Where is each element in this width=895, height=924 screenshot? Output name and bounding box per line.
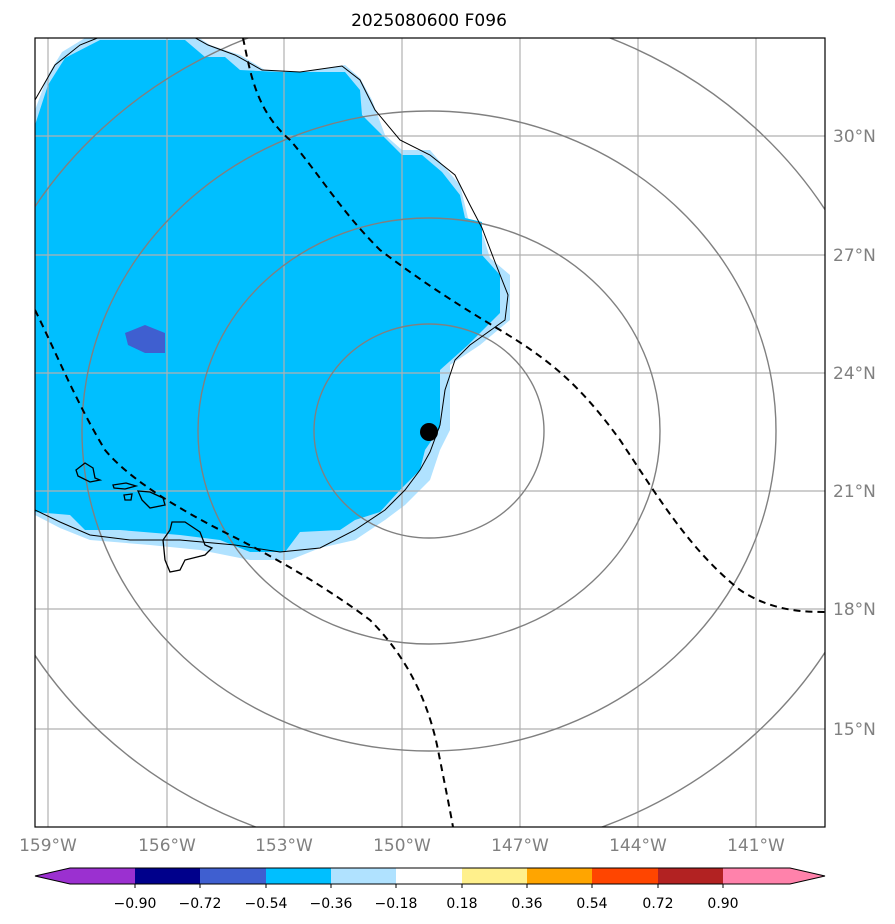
latitude-labels: 30°N 27°N 24°N 21°N 18°N 15°N	[833, 127, 876, 740]
lon-label: 159°W	[19, 836, 77, 856]
colorbar-segment	[527, 868, 592, 884]
islands	[75, 462, 214, 573]
field-dark-blue	[125, 325, 165, 353]
field-blue	[35, 40, 500, 552]
field-contour	[35, 38, 509, 553]
map-area	[35, 38, 825, 827]
colorbar-tick-label: −0.36	[310, 896, 353, 912]
colorbar-segment	[135, 868, 200, 884]
colorbar-segment	[35, 868, 135, 884]
lat-label: 15°N	[833, 720, 876, 740]
lat-label: 30°N	[833, 127, 876, 147]
colorbar-tick-label: 0.90	[707, 896, 738, 912]
gridlines	[35, 38, 825, 827]
island-lanai	[123, 493, 133, 501]
track-lines	[35, 38, 825, 827]
range-rings	[35, 38, 825, 827]
colorbar-tick-label: 0.36	[511, 896, 542, 912]
colorbar-segment	[266, 868, 331, 884]
colorbar-segment	[658, 868, 723, 884]
storm-center-marker	[420, 423, 438, 441]
longitude-labels: 159°W 156°W 153°W 150°W 147°W 144°W 141°…	[19, 836, 785, 856]
colorbar-segment	[462, 868, 527, 884]
colorbar-tick-label: −0.72	[179, 896, 222, 912]
lon-label: 144°W	[609, 836, 667, 856]
colorbar-tick-label: −0.90	[114, 896, 157, 912]
lon-label: 156°W	[138, 836, 196, 856]
colorbar-tick-label: 0.54	[576, 896, 607, 912]
lat-label: 27°N	[833, 246, 876, 266]
lon-label: 150°W	[373, 836, 431, 856]
colorbar-outline	[34, 867, 826, 885]
colorbar-tick-label: −0.54	[245, 896, 288, 912]
colorbar: −0.90 −0.72 −0.54 −0.36 −0.18 0.18 0.36 …	[34, 867, 826, 912]
colorbar-tick-label: 0.18	[446, 896, 477, 912]
lat-label: 24°N	[833, 364, 876, 384]
island-big-island	[162, 521, 214, 573]
island-molokai	[136, 490, 166, 509]
colorbar-segment	[331, 868, 396, 884]
island-kauai	[75, 462, 103, 483]
island-oahu	[112, 482, 139, 490]
lat-label: 21°N	[833, 482, 876, 502]
colorbar-tick-label: 0.72	[642, 896, 673, 912]
colorbar-segment	[592, 868, 658, 884]
track-line-north	[242, 38, 825, 613]
lat-label: 18°N	[833, 600, 876, 620]
colorbar-segment	[396, 868, 462, 884]
lon-label: 147°W	[491, 836, 549, 856]
track-line-south	[35, 309, 454, 827]
colorbar-segment	[200, 868, 266, 884]
map-frame	[34, 37, 826, 828]
lon-label: 141°W	[727, 836, 785, 856]
colorbar-segment	[723, 868, 825, 884]
colorbar-tick-label: −0.18	[375, 896, 418, 912]
lon-label: 153°W	[255, 836, 313, 856]
map-title: 2025080600 F096	[351, 11, 507, 31]
